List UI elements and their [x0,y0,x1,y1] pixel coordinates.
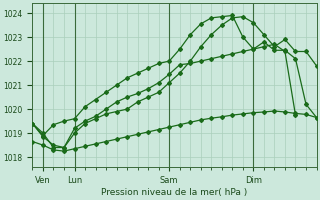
X-axis label: Pression niveau de la mer( hPa ): Pression niveau de la mer( hPa ) [101,188,248,197]
